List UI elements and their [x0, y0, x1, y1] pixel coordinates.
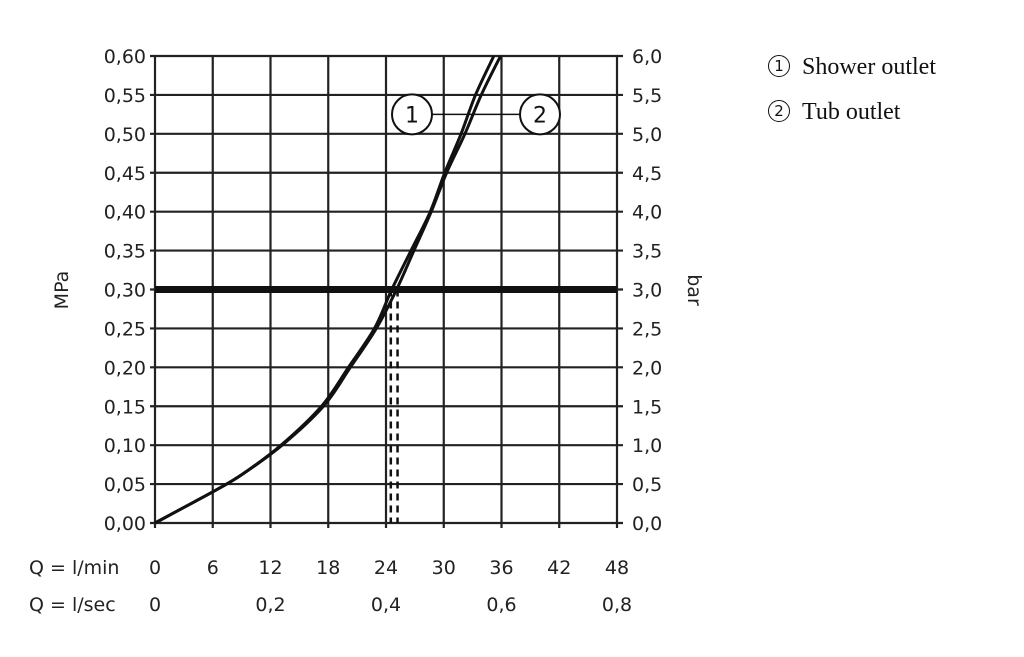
y-tick-label-right: 1,0: [632, 435, 662, 457]
series-line-2: [154, 55, 502, 525]
legend-number: 1: [768, 55, 790, 77]
legend-number: 2: [768, 100, 790, 122]
legend-item-shower: 1 Shower outlet: [768, 54, 936, 81]
legend-item-tub: 2 Tub outlet: [768, 99, 900, 126]
callout-circle: [519, 93, 561, 136]
x-axis-label-secondary: Q = l/sec: [29, 594, 116, 616]
y-tick-label: 0,50: [104, 124, 146, 146]
x-tick-label-secondary: 0,8: [602, 594, 632, 616]
y-axis-label: MPa: [51, 271, 73, 310]
y-tick-label: 0,05: [104, 474, 146, 496]
legend-label: Tub outlet: [802, 99, 901, 125]
y-axis-label-right: bar: [683, 274, 705, 306]
y-tick-label: 0,30: [104, 280, 146, 302]
x-tick-label: 24: [374, 557, 398, 579]
x-tick-label: 0: [149, 557, 161, 579]
y-tick-label-right: 3,5: [632, 241, 662, 263]
y-tick-label: 0,25: [104, 318, 146, 340]
x-axis-label: Q = l/min: [29, 557, 119, 579]
x-tick-label: 36: [489, 557, 513, 579]
y-tick-label-right: 3,0: [632, 280, 662, 302]
y-tick-label: 0,40: [104, 202, 146, 224]
x-tick-label-secondary: 0,2: [255, 594, 285, 616]
y-tick-label: 0,00: [104, 513, 146, 535]
callout-circle: [391, 93, 433, 136]
y-tick-label-right: 4,5: [632, 163, 662, 185]
y-tick-label-right: 1,5: [632, 396, 662, 418]
y-tick-label-right: 2,5: [632, 318, 662, 340]
y-tick-label-right: 6,0: [632, 46, 662, 68]
x-tick-label-secondary: 0: [149, 594, 161, 616]
y-tick-label: 0,55: [104, 85, 146, 107]
y-tick-label: 0,35: [104, 241, 146, 263]
y-tick-label: 0,10: [104, 435, 146, 457]
y-tick-label: 0,45: [104, 163, 146, 185]
x-tick-label: 48: [605, 557, 629, 579]
y-tick-label: 0,15: [104, 396, 146, 418]
x-tick-label: 18: [316, 557, 340, 579]
legend-label: Shower outlet: [802, 54, 936, 80]
y-tick-label: 0,20: [104, 357, 146, 379]
x-tick-label-secondary: 0,4: [371, 594, 401, 616]
y-tick-label-right: 2,0: [632, 357, 662, 379]
x-tick-label: 30: [432, 557, 456, 579]
x-tick-label: 12: [258, 557, 282, 579]
y-tick-label-right: 4,0: [632, 202, 662, 224]
y-tick-label: 0,60: [104, 46, 146, 68]
y-tick-label-right: 0,5: [632, 474, 662, 496]
y-tick-label-right: 5,0: [632, 124, 662, 146]
x-tick-label: 6: [207, 557, 219, 579]
y-tick-label-right: 0,0: [632, 513, 662, 535]
callout-label: 2: [533, 103, 547, 128]
y-tick-label-right: 5,5: [632, 85, 662, 107]
callout-label: 1: [405, 103, 419, 128]
x-tick-label-secondary: 0,6: [486, 594, 516, 616]
x-tick-label: 42: [547, 557, 571, 579]
